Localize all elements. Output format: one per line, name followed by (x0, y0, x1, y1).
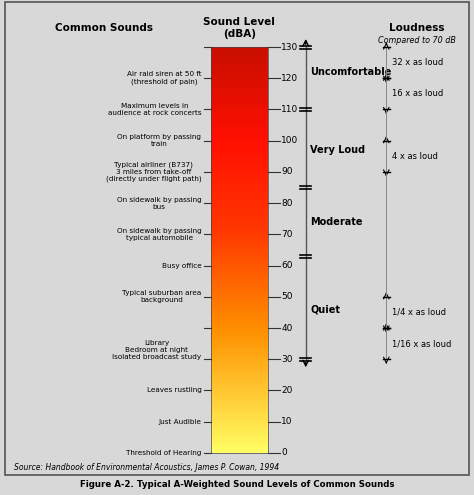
Text: Source: Handbook of Environmental Acoustics, James P. Cowan, 1994: Source: Handbook of Environmental Acoust… (14, 463, 279, 472)
Text: Very Loud: Very Loud (310, 145, 365, 155)
Text: Air raid siren at 50 ft
(threshold of pain): Air raid siren at 50 ft (threshold of pa… (127, 71, 201, 85)
Text: Sound Level
(dBA): Sound Level (dBA) (203, 17, 275, 39)
Text: 30: 30 (281, 355, 292, 364)
Text: 40: 40 (281, 324, 292, 333)
Text: 32 x as loud: 32 x as loud (392, 58, 444, 67)
Text: 1/16 x as loud: 1/16 x as loud (392, 339, 452, 348)
Text: Common Sounds: Common Sounds (55, 23, 153, 33)
Text: 120: 120 (281, 74, 298, 83)
Text: Maximum levels in
audience at rock concerts: Maximum levels in audience at rock conce… (108, 103, 201, 116)
Text: Threshold of Hearing: Threshold of Hearing (126, 450, 201, 456)
Text: 110: 110 (281, 105, 298, 114)
Text: 90: 90 (281, 167, 292, 176)
Text: On platform by passing
train: On platform by passing train (118, 134, 201, 147)
Text: 70: 70 (281, 230, 292, 239)
Text: 50: 50 (281, 293, 292, 301)
Text: 80: 80 (281, 198, 292, 207)
Text: Busy office: Busy office (162, 262, 201, 269)
Text: Moderate: Moderate (310, 217, 363, 227)
Text: Uncomfortable: Uncomfortable (310, 67, 392, 77)
Text: 4 x as loud: 4 x as loud (392, 152, 438, 161)
Text: Typical suburban area
background: Typical suburban area background (122, 290, 201, 303)
Text: 16 x as loud: 16 x as loud (392, 90, 444, 99)
Text: On sidewalk by passing
bus: On sidewalk by passing bus (117, 197, 201, 210)
Text: 60: 60 (281, 261, 292, 270)
Text: 0: 0 (281, 448, 287, 457)
Text: Just Audible: Just Audible (158, 419, 201, 425)
Text: On sidewalk by passing
typical automobile: On sidewalk by passing typical automobil… (117, 228, 201, 241)
Text: 1/4 x as loud: 1/4 x as loud (392, 308, 447, 317)
Text: 100: 100 (281, 136, 298, 145)
Text: Loudness: Loudness (389, 23, 445, 33)
Text: Leaves rustling: Leaves rustling (146, 388, 201, 394)
Text: 10: 10 (281, 417, 292, 426)
Text: Compared to 70 dB: Compared to 70 dB (378, 36, 456, 45)
Text: Quiet: Quiet (310, 304, 340, 314)
Text: Library
Bedroom at night
Isolated broadcast study: Library Bedroom at night Isolated broadc… (112, 340, 201, 360)
Text: 20: 20 (281, 386, 292, 395)
Text: Typical airliner (B737)
3 miles from take-off
(directly under flight path): Typical airliner (B737) 3 miles from tak… (106, 161, 201, 183)
Text: 130: 130 (281, 43, 298, 51)
Text: Figure A-2. Typical A-Weighted Sound Levels of Common Sounds: Figure A-2. Typical A-Weighted Sound Lev… (80, 480, 394, 489)
